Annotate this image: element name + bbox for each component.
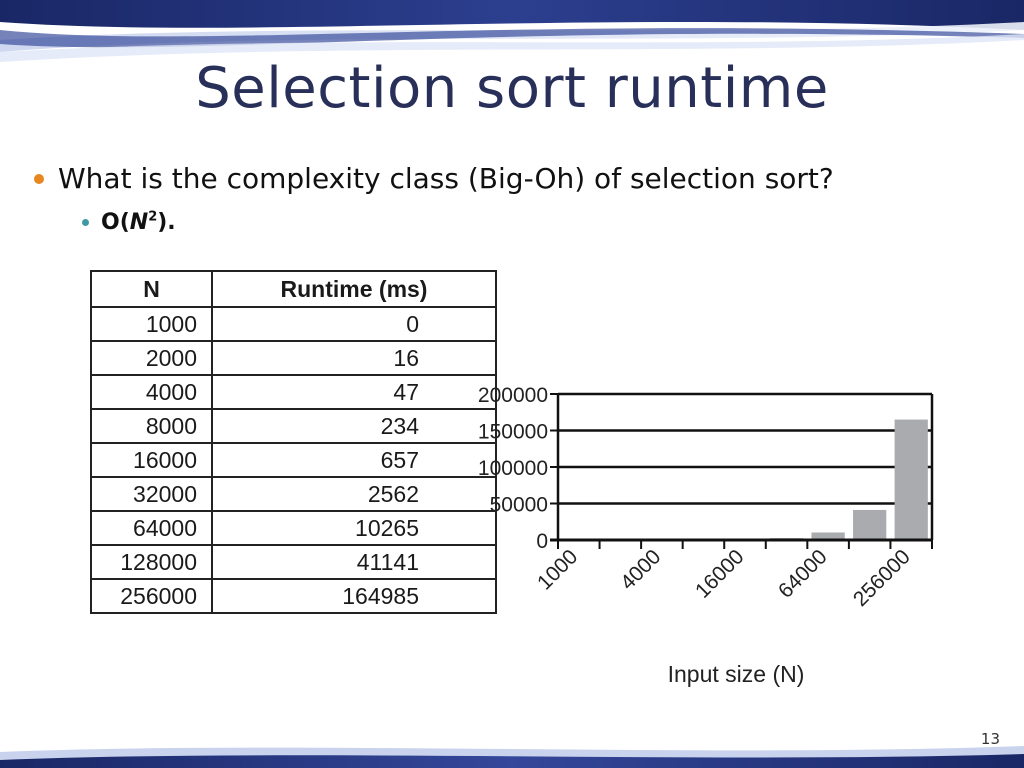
table-row: 256000 164985 [90,578,497,614]
chart-y-tick-label: 100000 [478,457,548,480]
table-cell-runtime: 0 [211,306,497,342]
table-row: 16000 657 [90,442,497,478]
table-cell-n: 2000 [90,340,213,376]
table-cell-n: 32000 [90,476,213,512]
chart-x-tick-label: 16000 [691,545,749,603]
table-row: 2000 16 [90,340,497,376]
chart-bar [894,419,928,540]
table-row: 1000 0 [90,306,497,342]
table-cell-n: 8000 [90,408,213,444]
chart-x-tick-label: 64000 [774,545,832,603]
table-header-runtime: Runtime (ms) [211,270,497,308]
table-header-row: N Runtime (ms) [90,270,497,308]
table-cell-runtime: 16 [211,340,497,376]
bullet-level1: What is the complexity class (Big-Oh) of… [34,162,834,195]
chart-x-tick-labels: 1000 4000 16000 64000 256000 [533,545,915,611]
table-cell-runtime: 41141 [211,544,497,580]
table-cell-runtime: 10265 [211,510,497,546]
table-cell-runtime: 164985 [211,578,497,614]
table-cell-n: 1000 [90,306,213,342]
slide-number: 13 [980,730,1000,748]
chart-y-tick-label: 200000 [478,384,548,407]
big-oh-suffix: ). [157,210,176,235]
bullet-level2-text: O(N2). [101,210,176,235]
chart-y-tick-labels: 0 50000 100000 150000 200000 [478,384,548,553]
table-row: 8000 234 [90,408,497,444]
table-header-n: N [90,270,213,308]
big-oh-variable: N [129,210,149,235]
table-cell-n: 16000 [90,442,213,478]
table-cell-runtime: 234 [211,408,497,444]
chart-y-tick-label: 150000 [478,421,548,444]
chart-bar [811,532,845,540]
bullet-dot-icon [34,173,44,184]
table-row: 64000 10265 [90,510,497,546]
table-cell-n: 4000 [90,374,213,410]
table-cell-runtime: 2562 [211,476,497,512]
chart-x-tick-label: 4000 [616,545,665,594]
bullet-level1-text: What is the complexity class (Big-Oh) of… [58,162,834,195]
table-cell-runtime: 47 [211,374,497,410]
table-row: 32000 2562 [90,476,497,512]
chart-y-tick-label: 50000 [490,494,548,517]
chart-x-axis-label: Input size (N) [668,661,805,687]
table-row: 128000 41141 [90,544,497,580]
big-oh-exponent: 2 [148,209,158,225]
chart-axes [550,393,934,549]
table-row: 4000 47 [90,374,497,410]
table-cell-runtime: 657 [211,442,497,478]
chart-bar [853,509,887,540]
sub-bullet-dot-icon [82,219,89,226]
chart-x-tick-label: 256000 [849,545,915,611]
bottom-decorative-band [0,746,1024,768]
table-cell-n: 64000 [90,510,213,546]
chart-bars [603,419,928,540]
top-decorative-band [0,0,1024,62]
table-cell-n: 128000 [90,544,213,580]
chart-y-tick-label: 0 [536,530,548,553]
runtime-table: N Runtime (ms) 1000 0 2000 16 4000 47 8000 2… [90,270,497,614]
big-oh-prefix: O( [101,210,130,235]
bullet-level2: O(N2). [82,210,176,235]
table-cell-n: 256000 [90,578,213,614]
slide-title: Selection sort runtime [195,56,829,121]
